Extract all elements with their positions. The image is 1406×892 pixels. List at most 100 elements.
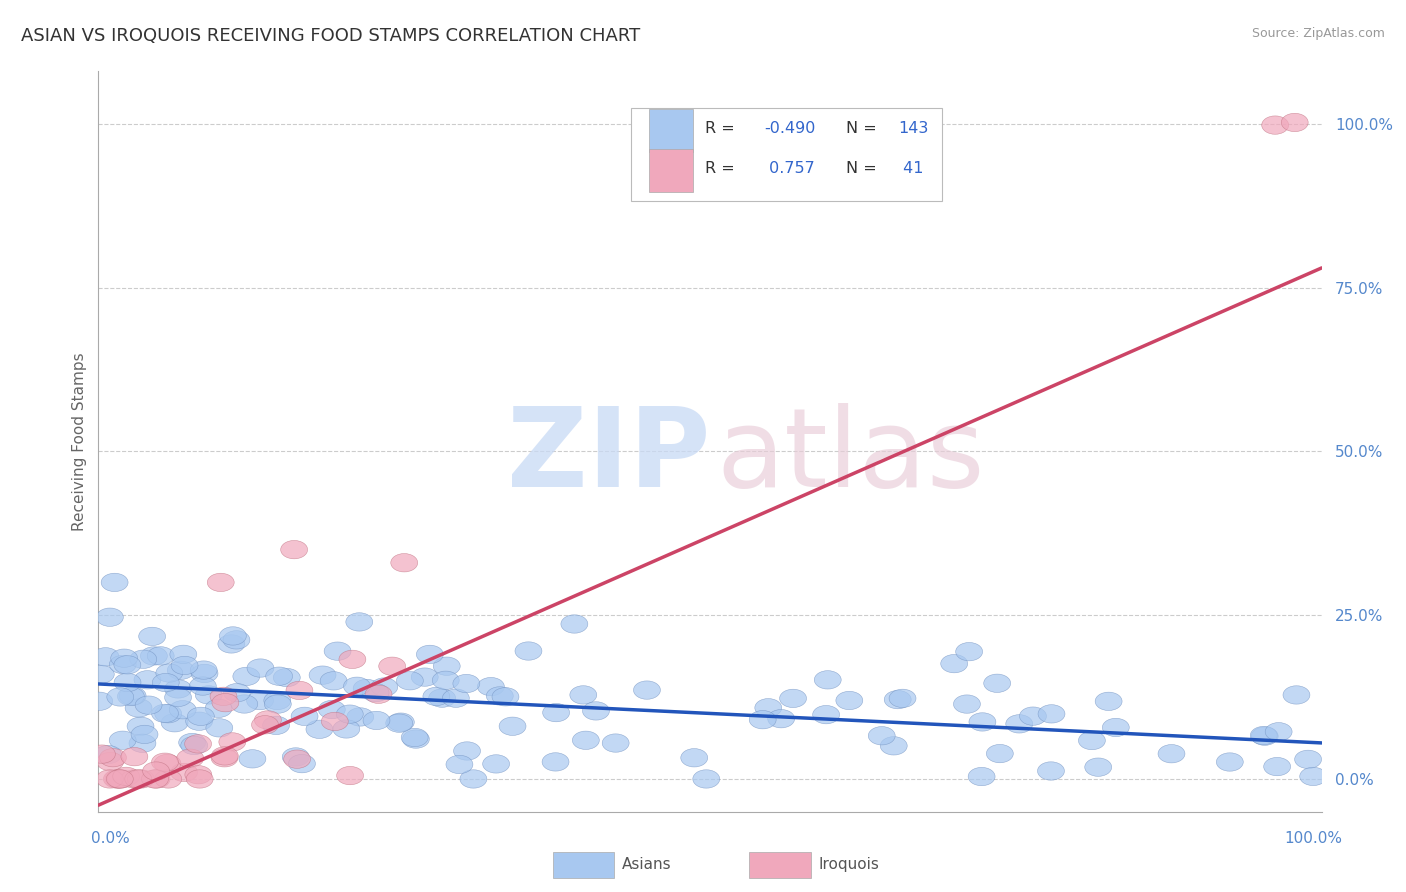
Ellipse shape <box>499 717 526 735</box>
Ellipse shape <box>205 699 232 717</box>
Ellipse shape <box>755 698 782 717</box>
Text: 143: 143 <box>898 121 929 136</box>
Ellipse shape <box>454 742 481 760</box>
Ellipse shape <box>1095 692 1122 711</box>
Ellipse shape <box>224 631 250 649</box>
Ellipse shape <box>172 657 198 674</box>
Ellipse shape <box>148 647 174 665</box>
Ellipse shape <box>97 752 124 771</box>
Ellipse shape <box>385 714 413 732</box>
Ellipse shape <box>165 680 191 698</box>
Ellipse shape <box>1250 726 1277 745</box>
Ellipse shape <box>353 680 380 698</box>
Ellipse shape <box>179 733 205 752</box>
Ellipse shape <box>143 770 170 789</box>
Ellipse shape <box>813 706 839 723</box>
Ellipse shape <box>309 666 336 684</box>
Ellipse shape <box>263 716 290 734</box>
Ellipse shape <box>987 745 1014 763</box>
Ellipse shape <box>1019 707 1046 725</box>
Ellipse shape <box>572 731 599 749</box>
Ellipse shape <box>110 656 136 673</box>
Ellipse shape <box>1281 113 1308 132</box>
Ellipse shape <box>543 704 569 722</box>
Ellipse shape <box>155 705 181 723</box>
Text: 100.0%: 100.0% <box>1285 831 1343 846</box>
FancyBboxPatch shape <box>648 109 693 153</box>
Text: 0.757: 0.757 <box>763 161 814 176</box>
Ellipse shape <box>681 748 707 767</box>
Ellipse shape <box>336 705 363 723</box>
Ellipse shape <box>1299 767 1327 786</box>
Ellipse shape <box>233 667 260 686</box>
Ellipse shape <box>107 688 134 706</box>
Ellipse shape <box>97 608 124 626</box>
Ellipse shape <box>1159 745 1185 763</box>
Ellipse shape <box>97 770 124 789</box>
Ellipse shape <box>956 642 983 661</box>
Ellipse shape <box>1251 727 1278 746</box>
Ellipse shape <box>1295 750 1322 769</box>
Ellipse shape <box>433 657 460 675</box>
Ellipse shape <box>460 770 486 789</box>
Ellipse shape <box>453 674 479 693</box>
Ellipse shape <box>768 709 794 728</box>
Ellipse shape <box>107 770 135 789</box>
Ellipse shape <box>162 714 188 732</box>
Ellipse shape <box>170 764 197 781</box>
Ellipse shape <box>134 671 160 689</box>
Ellipse shape <box>94 746 121 764</box>
Ellipse shape <box>281 541 308 558</box>
Ellipse shape <box>478 677 505 696</box>
Ellipse shape <box>152 753 179 772</box>
Ellipse shape <box>125 698 152 717</box>
Ellipse shape <box>170 645 197 664</box>
Ellipse shape <box>186 712 212 731</box>
Ellipse shape <box>142 770 169 789</box>
Ellipse shape <box>121 770 148 789</box>
Ellipse shape <box>969 767 995 786</box>
Ellipse shape <box>152 673 179 691</box>
Ellipse shape <box>402 730 429 748</box>
Ellipse shape <box>446 756 472 773</box>
Ellipse shape <box>190 677 217 695</box>
Ellipse shape <box>363 683 389 702</box>
Ellipse shape <box>283 747 309 766</box>
Ellipse shape <box>246 691 274 710</box>
Ellipse shape <box>941 655 967 673</box>
Ellipse shape <box>582 702 609 720</box>
Ellipse shape <box>693 770 720 789</box>
Ellipse shape <box>86 692 112 710</box>
Ellipse shape <box>93 648 120 666</box>
Ellipse shape <box>333 720 360 738</box>
Text: 0.0%: 0.0% <box>91 831 131 846</box>
Y-axis label: Receiving Food Stamps: Receiving Food Stamps <box>72 352 87 531</box>
Ellipse shape <box>247 659 274 677</box>
Ellipse shape <box>346 613 373 632</box>
Ellipse shape <box>869 727 896 745</box>
Ellipse shape <box>125 770 152 789</box>
Ellipse shape <box>252 715 278 734</box>
Ellipse shape <box>1078 731 1105 749</box>
Ellipse shape <box>749 711 776 729</box>
Ellipse shape <box>318 700 346 719</box>
Ellipse shape <box>110 731 136 749</box>
Ellipse shape <box>889 690 915 707</box>
Ellipse shape <box>254 711 281 729</box>
Ellipse shape <box>152 704 179 723</box>
Ellipse shape <box>321 672 347 690</box>
Ellipse shape <box>101 574 128 591</box>
Ellipse shape <box>835 691 863 710</box>
Text: 41: 41 <box>898 161 924 176</box>
Ellipse shape <box>543 753 569 771</box>
Text: R =: R = <box>706 121 735 136</box>
Ellipse shape <box>291 707 318 725</box>
Ellipse shape <box>219 732 246 751</box>
Ellipse shape <box>87 665 114 683</box>
Ellipse shape <box>1261 116 1289 135</box>
Ellipse shape <box>347 707 374 726</box>
Ellipse shape <box>561 615 588 633</box>
Ellipse shape <box>114 656 141 674</box>
Ellipse shape <box>1038 762 1064 780</box>
Ellipse shape <box>984 674 1011 692</box>
